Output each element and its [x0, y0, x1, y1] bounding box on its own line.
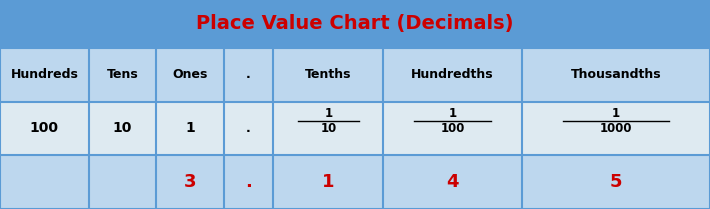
Text: Hundredths: Hundredths — [411, 68, 494, 81]
Text: 100: 100 — [30, 121, 59, 135]
Text: .: . — [246, 68, 251, 81]
Text: Ones: Ones — [173, 68, 207, 81]
Text: 1: 1 — [612, 107, 620, 120]
Text: 1000: 1000 — [600, 122, 632, 135]
Text: 3: 3 — [184, 173, 196, 191]
Bar — [0, 102, 710, 155]
Text: .: . — [246, 122, 251, 135]
Bar — [0, 0, 710, 48]
Text: 1: 1 — [185, 121, 195, 135]
Text: Place Value Chart (Decimals): Place Value Chart (Decimals) — [196, 14, 514, 33]
Text: 4: 4 — [447, 173, 459, 191]
Text: Thousandths: Thousandths — [571, 68, 661, 81]
Text: .: . — [245, 173, 252, 191]
Text: 1: 1 — [322, 173, 334, 191]
Text: Tenths: Tenths — [305, 68, 351, 81]
Text: 100: 100 — [440, 122, 465, 135]
Bar — [0, 48, 710, 102]
Text: Hundreds: Hundreds — [11, 68, 78, 81]
Text: 1: 1 — [324, 107, 332, 120]
Text: 5: 5 — [610, 173, 622, 191]
Text: 10: 10 — [320, 122, 337, 135]
Text: Tens: Tens — [106, 68, 138, 81]
Bar — [0, 155, 710, 209]
Text: 1: 1 — [449, 107, 457, 120]
Text: 10: 10 — [113, 121, 132, 135]
